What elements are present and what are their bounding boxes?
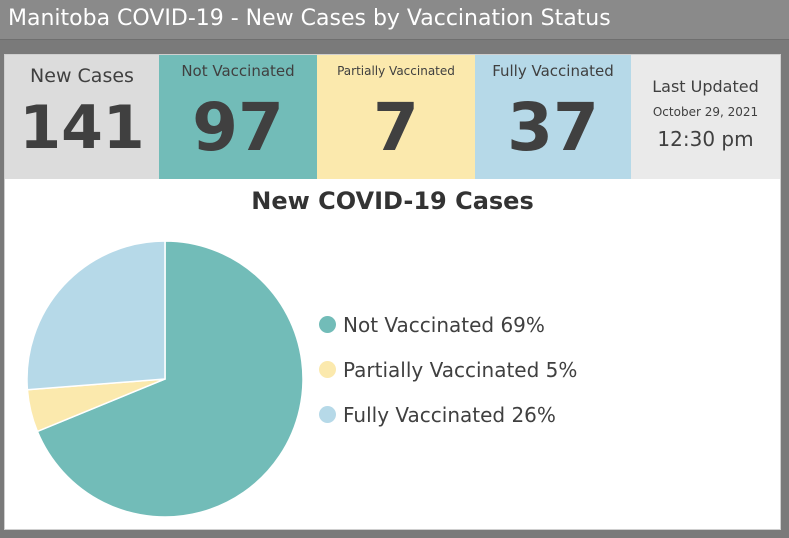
legend-label-1: Partially Vaccinated 5% [343, 358, 578, 382]
fully-vaccinated-tile: Fully Vaccinated 37 [475, 55, 631, 179]
dashboard-title: Manitoba COVID-19 - New Cases by Vaccina… [0, 0, 789, 40]
pie-slice-2 [26, 240, 166, 391]
fully-vaccinated-label: Fully Vaccinated [492, 62, 614, 80]
not-vaccinated-value: 97 [192, 89, 284, 166]
legend-label-2: Fully Vaccinated 26% [343, 403, 556, 427]
new-cases-value: 141 [19, 93, 145, 163]
fully-vaccinated-value: 37 [507, 89, 599, 166]
pie-slice-0 [36, 240, 304, 518]
last-updated-date: October 29, 2021 [652, 105, 759, 119]
new-cases-label: New Cases [30, 65, 134, 87]
legend-label-0: Not Vaccinated 69% [343, 313, 545, 337]
partially-vaccinated-value: 7 [373, 89, 419, 166]
legend-swatch-1 [319, 361, 336, 378]
last-updated-label: Last Updated [652, 77, 759, 96]
not-vaccinated-tile: Not Vaccinated 97 [159, 55, 317, 179]
legend-swatch-2 [319, 406, 336, 423]
new-cases-tile: New Cases 141 [5, 55, 159, 179]
last-updated-tile: Last Updated October 29, 2021 12:30 pm [631, 55, 780, 179]
pie-chart [26, 240, 304, 518]
last-updated-time: 12:30 pm [657, 127, 754, 151]
chart-title: New COVID-19 Cases [251, 187, 534, 215]
stats-row: New Cases 141 Not Vaccinated 97 Partiall… [5, 55, 780, 179]
legend-swatch-0 [319, 316, 336, 333]
partially-vaccinated-tile: Partially Vaccinated 7 [317, 55, 475, 179]
partially-vaccinated-label: Partially Vaccinated [337, 64, 455, 78]
not-vaccinated-label: Not Vaccinated [181, 62, 295, 80]
dashboard-panel: New Cases 141 Not Vaccinated 97 Partiall… [4, 54, 781, 530]
